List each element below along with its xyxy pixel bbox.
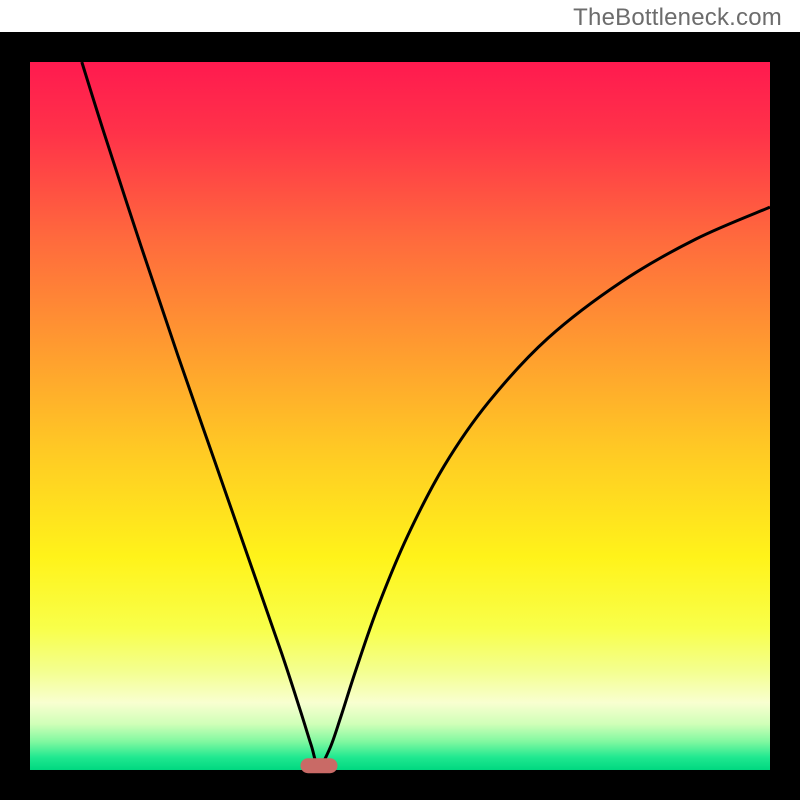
plot-area bbox=[30, 62, 770, 770]
bottleneck-curve bbox=[30, 62, 770, 770]
watermark-text: TheBottleneck.com bbox=[573, 4, 782, 32]
curve-path bbox=[82, 62, 770, 766]
optimum-marker bbox=[300, 758, 337, 774]
chart-frame: TheBottleneck.com bbox=[0, 0, 800, 800]
plot-outer-border bbox=[0, 32, 800, 800]
